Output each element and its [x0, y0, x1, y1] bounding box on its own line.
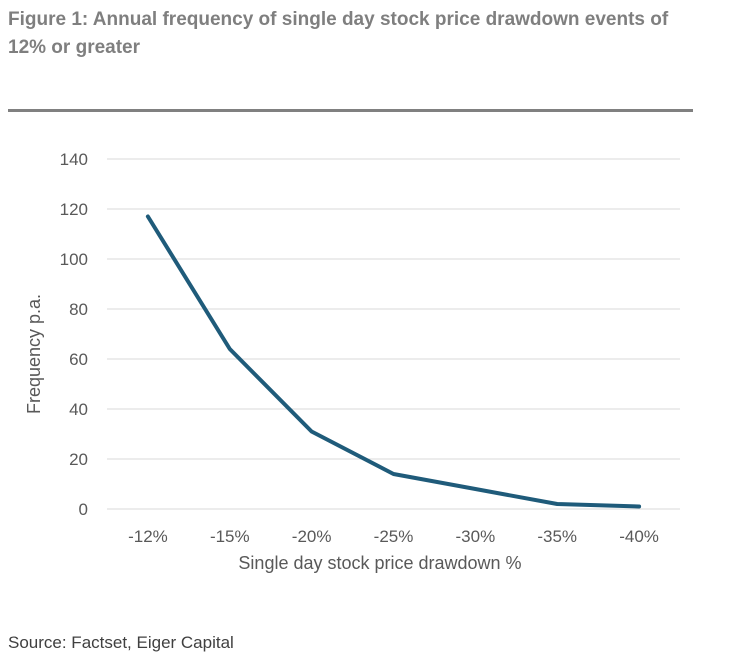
- x-tick-label: -30%: [456, 527, 496, 546]
- x-axis-ticks: -12% -15% -20% -25% -30% -35% -40%: [128, 527, 659, 546]
- y-tick-label: 140: [60, 150, 88, 169]
- y-tick-label: 60: [69, 350, 88, 369]
- y-tick-label: 0: [79, 500, 88, 519]
- x-tick-label: -15%: [210, 527, 250, 546]
- gridlines: [107, 158, 680, 510]
- series-line: [145, 214, 642, 509]
- x-tick-label: -40%: [619, 527, 659, 546]
- x-tick-label: -35%: [537, 527, 577, 546]
- figure-title: Figure 1: Annual frequency of single day…: [8, 9, 669, 58]
- y-axis-ticks: 0 20 40 60 80 100 120 140: [60, 150, 88, 519]
- y-axis-label: Frequency p.a.: [24, 294, 44, 414]
- x-tick-label: -20%: [292, 527, 332, 546]
- source-note: Source: Factset, Eiger Capital: [8, 633, 234, 652]
- x-tick-label: -12%: [128, 527, 168, 546]
- y-tick-label: 120: [60, 200, 88, 219]
- y-tick-label: 100: [60, 250, 88, 269]
- title-divider: [8, 109, 693, 112]
- x-axis-label: Single day stock price drawdown %: [238, 553, 521, 573]
- x-tick-label: -25%: [374, 527, 414, 546]
- y-tick-label: 80: [69, 300, 88, 319]
- y-tick-label: 40: [69, 400, 88, 419]
- y-tick-label: 20: [69, 450, 88, 469]
